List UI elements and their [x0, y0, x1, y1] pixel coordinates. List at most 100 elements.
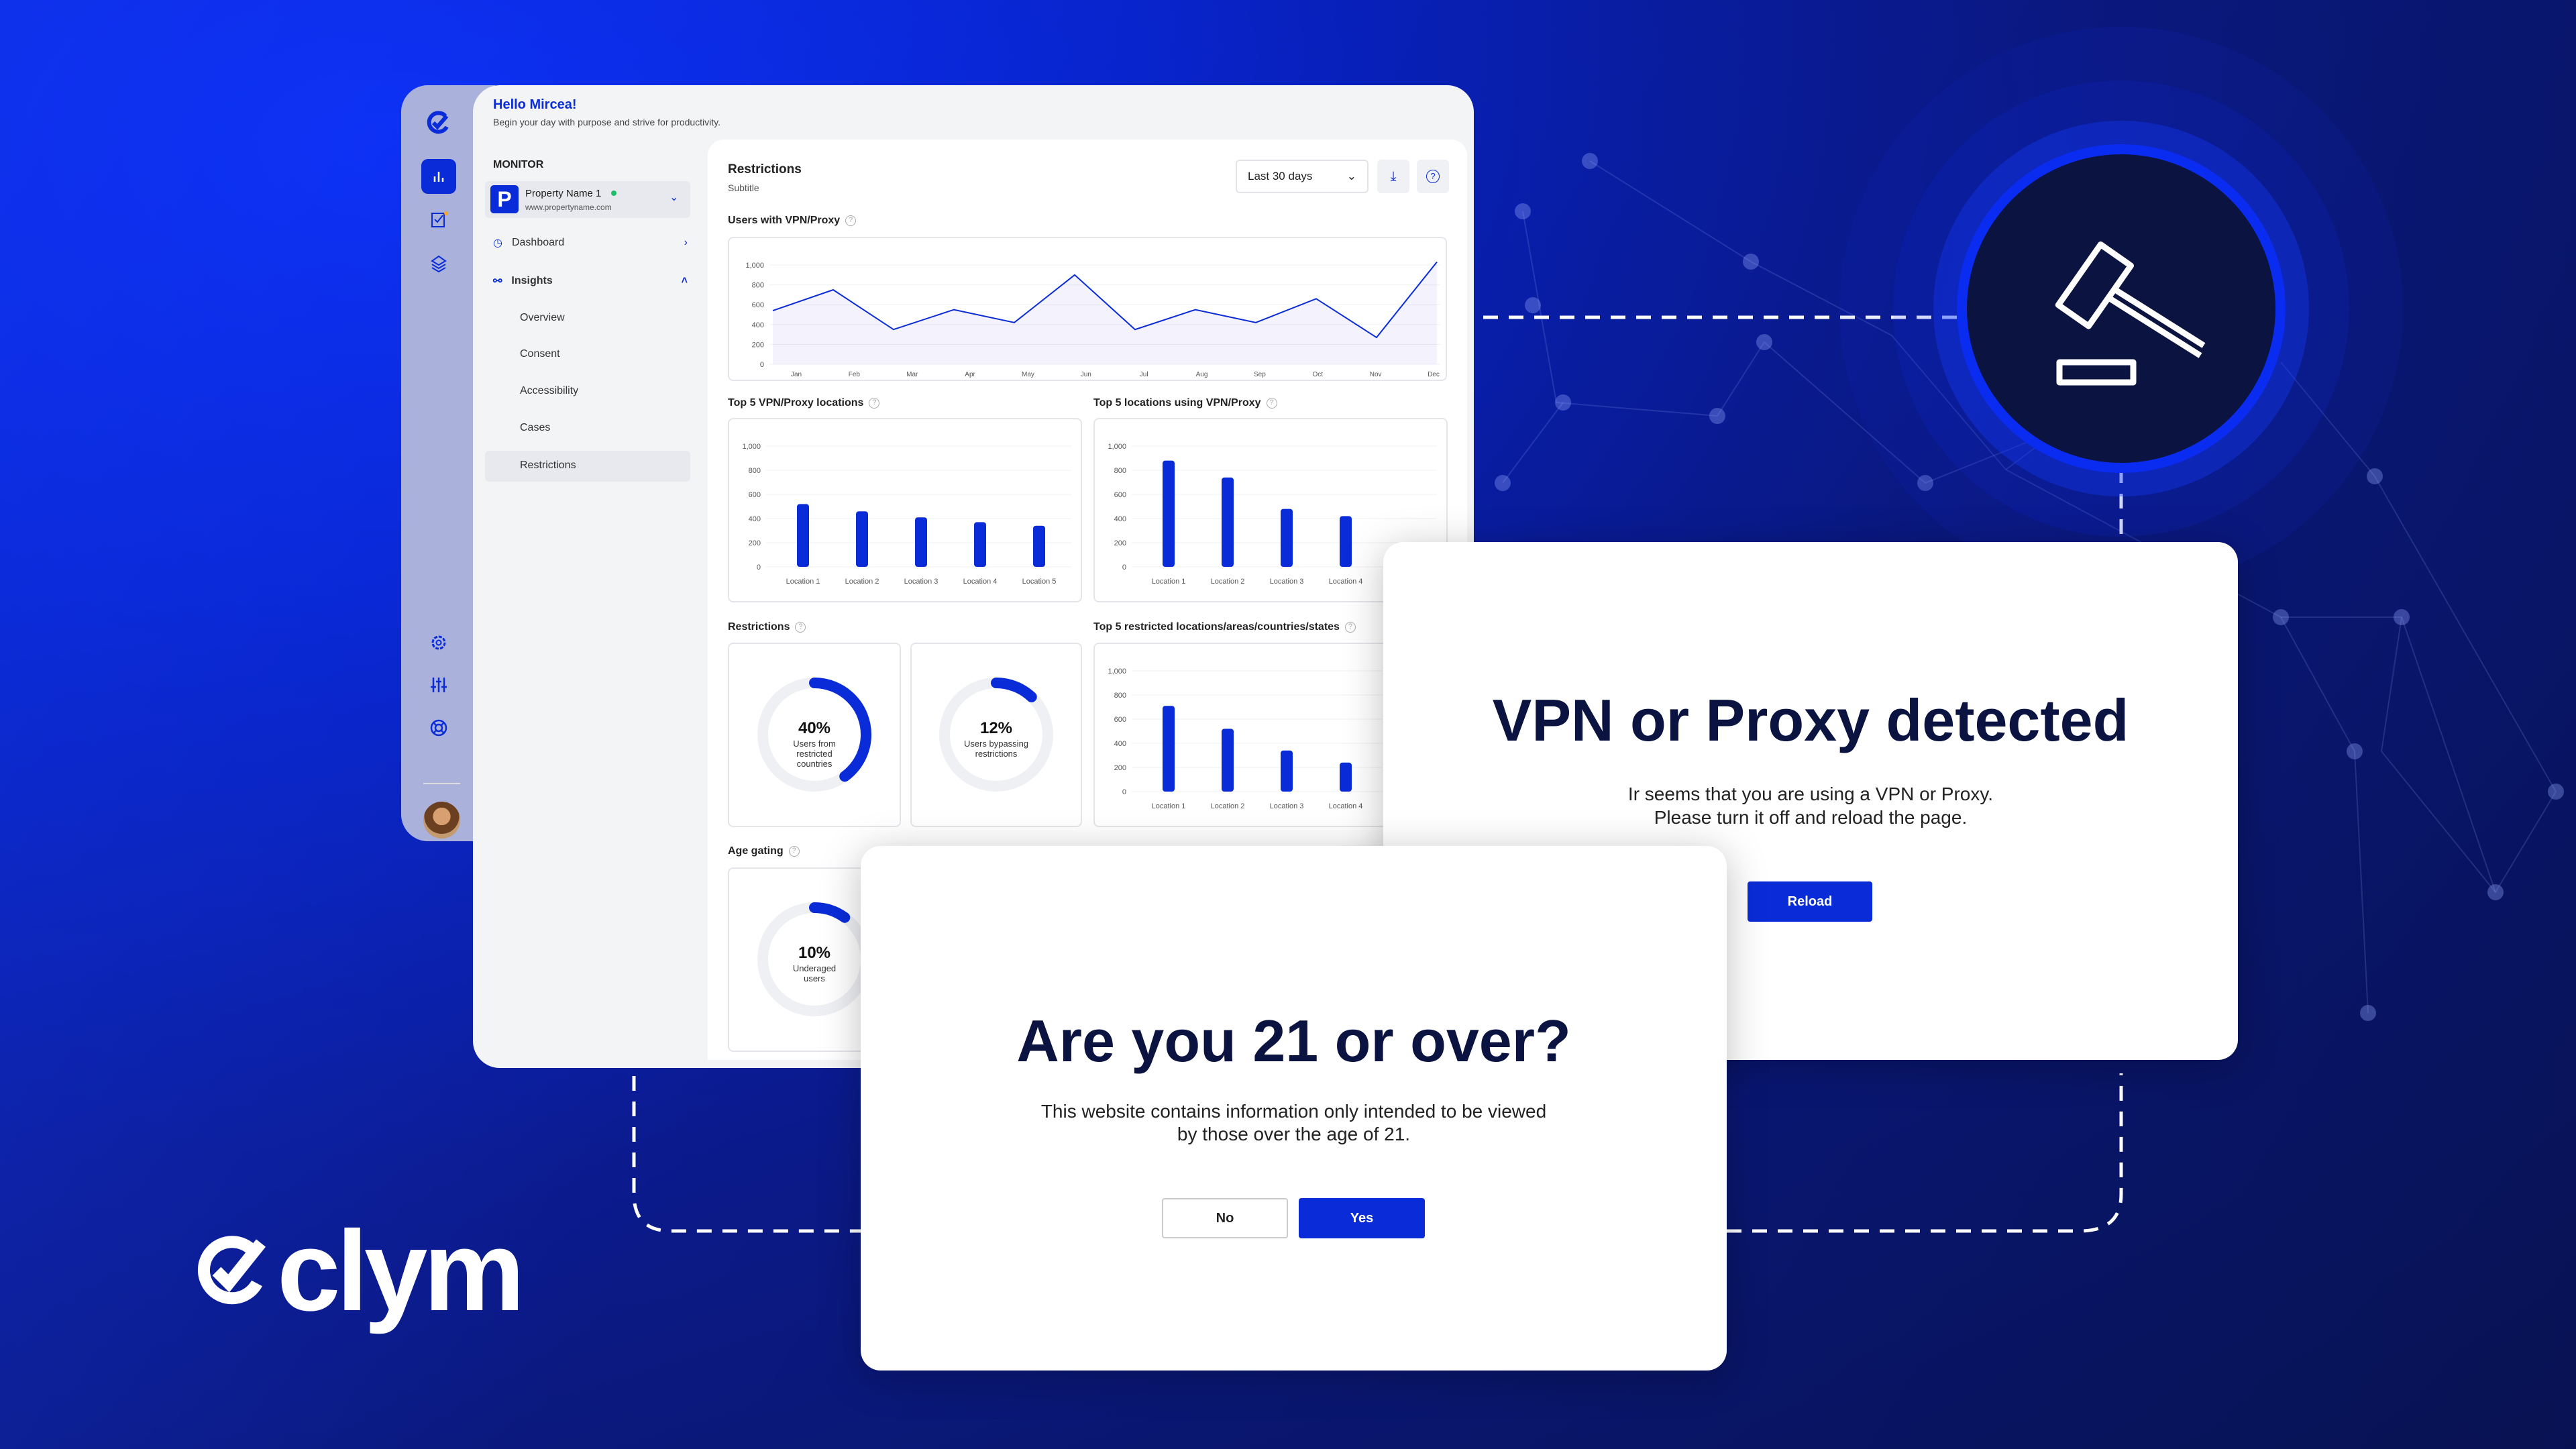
donut-restricted-countries: 40% Users from restricted countries [728, 643, 901, 827]
download-button[interactable]: ⤓ [1377, 160, 1409, 193]
bar [856, 511, 868, 567]
info-icon: ? [1344, 622, 1356, 633]
y-tick-label: 800 [749, 467, 761, 475]
x-tick-label: Location 3 [904, 578, 938, 586]
divider [423, 783, 460, 784]
x-tick-label: Location 2 [845, 578, 879, 586]
y-tick-label: 200 [1114, 764, 1126, 772]
bar [915, 517, 927, 567]
chevron-right-icon: › [684, 237, 688, 248]
no-button[interactable]: No [1162, 1198, 1288, 1238]
bar [1222, 477, 1234, 567]
download-icon: ⤓ [1390, 169, 1397, 184]
property-name: Property Name 1 [525, 188, 602, 199]
x-tick-label: Location 3 [1270, 578, 1304, 586]
age-modal-text-2: by those over the age of 21. [1177, 1124, 1411, 1144]
y-tick-label: 0 [757, 564, 761, 572]
clym-logo: clym [193, 1214, 525, 1328]
subitem-overview[interactable]: Overview [520, 312, 565, 323]
x-tick-label: May [1022, 371, 1034, 378]
donut-arc [757, 902, 871, 1016]
bar [1281, 508, 1293, 567]
page-title: Restrictions [728, 162, 802, 176]
bar [1340, 762, 1352, 792]
x-tick-label: Nov [1370, 371, 1382, 378]
x-tick-label: Apr [965, 371, 975, 378]
settings-icon[interactable] [421, 625, 456, 660]
x-tick-label: Location 2 [1211, 802, 1245, 810]
info-icon: ? [788, 846, 800, 857]
insights-icon: ⚯ [493, 276, 502, 287]
reload-button[interactable]: Reload [1748, 881, 1872, 922]
age-modal-text-1: This website contains information only i… [1040, 1101, 1547, 1122]
y-tick-label: 0 [760, 361, 764, 369]
donut-label: countries [797, 759, 833, 769]
bar [1281, 750, 1293, 792]
bar [1222, 729, 1234, 792]
chevron-up-icon: ˄ [681, 275, 688, 286]
info-icon: ? [845, 215, 857, 226]
x-tick-label: Oct [1312, 371, 1323, 378]
bar-chart-top5-vpn: 1,000 800 600 400 200 0 Location 1 Location 2 Lo… [728, 418, 1082, 602]
line-chart-panel: 1,000 800 600 400 200 0 Jan Feb Mar Apr May Jun Jul A… [728, 237, 1447, 381]
analytics-icon[interactable] [421, 159, 456, 194]
layers-icon[interactable] [421, 246, 456, 281]
bar [1340, 516, 1352, 567]
info-icon: ? [1266, 398, 1277, 409]
page-subtitle: Subtitle [728, 182, 759, 193]
yes-button[interactable]: Yes [1299, 1198, 1425, 1238]
tagline: Begin your day with purpose and strive f… [493, 117, 721, 127]
y-tick-label: 0 [1122, 564, 1126, 572]
age-gate-modal: Are you 21 or over? This website contain… [861, 846, 1727, 1371]
y-tick-label: 600 [752, 301, 764, 309]
property-selector[interactable]: P Property Name 1 www.propertyname.com ⌄ [485, 181, 690, 218]
donut-value: 12% [980, 719, 1012, 737]
donut-label: restrictions [975, 749, 1018, 759]
chevron-down-icon: ⌄ [1346, 170, 1356, 182]
y-tick-label: 800 [1114, 467, 1126, 475]
x-tick-label: Location 2 [1211, 578, 1245, 586]
support-icon[interactable] [421, 710, 456, 745]
y-tick-label: 200 [749, 539, 761, 547]
donut-label: Users bypassing [964, 739, 1028, 749]
dashboard-icon: ◷ [493, 237, 502, 249]
help-button[interactable]: ? [1417, 160, 1449, 193]
section-users-vpn: Users with VPN/Proxy? [728, 215, 857, 227]
y-tick-label: 200 [752, 341, 764, 349]
sliders-icon[interactable] [421, 667, 456, 702]
donut-bypassing: 12% Users bypassing restrictions [910, 643, 1082, 827]
x-tick-label: Location 3 [1270, 802, 1304, 810]
nav-section-title: MONITOR [493, 159, 544, 170]
bar [797, 504, 809, 567]
sidebar-item-dashboard[interactable]: ◷ Dashboard › [493, 237, 688, 249]
x-tick-label: Location 4 [1329, 802, 1363, 810]
user-avatar[interactable] [423, 802, 460, 839]
x-tick-label: Location 4 [1329, 578, 1363, 586]
y-tick-label: 1,000 [745, 262, 764, 270]
y-tick-label: 1,000 [1108, 443, 1126, 451]
y-tick-label: 800 [752, 282, 764, 290]
y-tick-label: 200 [1114, 539, 1126, 547]
x-tick-label: Location 1 [1152, 802, 1186, 810]
donut-label: restricted [796, 749, 832, 759]
y-tick-label: 800 [1114, 692, 1126, 700]
subitem-consent[interactable]: Consent [520, 348, 560, 360]
date-range-select[interactable]: Last 30 days ⌄ [1236, 160, 1368, 193]
age-modal-title: Are you 21 or over? [1016, 1008, 1571, 1074]
x-tick-label: Aug [1196, 371, 1208, 378]
bar [1033, 525, 1045, 567]
y-tick-label: 400 [1114, 515, 1126, 523]
x-tick-label: Feb [849, 371, 861, 378]
subitem-cases[interactable]: Cases [520, 422, 551, 433]
info-icon: ? [795, 622, 806, 633]
x-tick-label: Dec [1428, 371, 1440, 378]
x-tick-label: Jan [791, 371, 802, 378]
subitem-accessibility[interactable]: Accessibility [520, 385, 579, 396]
checklist-icon[interactable] [421, 203, 456, 237]
vpn-modal-text-2: Please turn it off and reload the page. [1654, 807, 1968, 828]
subitem-restrictions[interactable]: Restrictions [485, 451, 690, 482]
x-tick-label: Jun [1081, 371, 1091, 378]
sidebar-item-insights[interactable]: ⚯ Insights ˄ [493, 275, 688, 287]
y-tick-label: 400 [752, 321, 764, 329]
clym-logo-icon[interactable] [421, 105, 456, 140]
